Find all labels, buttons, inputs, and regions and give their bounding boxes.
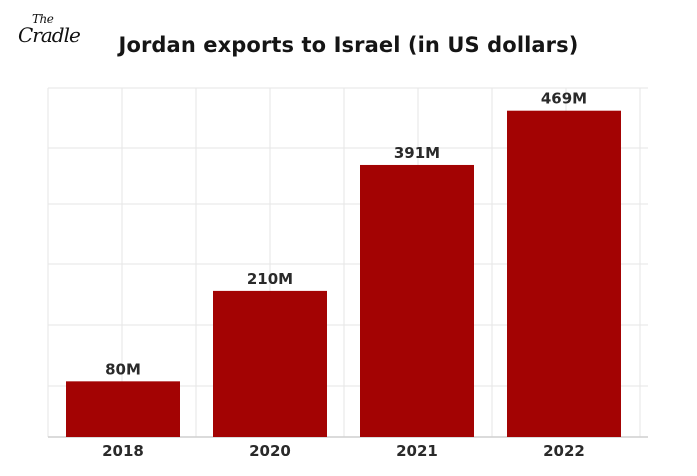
x-tick-label-2018: 2018 [102,442,144,460]
bars-group [66,110,621,438]
logo-cradle-text: Cradle [18,23,81,47]
bar-2018 [66,381,180,437]
x-tick-labels-group: 2018 2020 2021 2022 [102,442,585,460]
chart-title: Jordan exports to Israel (in US dollars) [118,33,579,57]
x-tick-label-2022: 2022 [543,442,585,460]
logo-the-text: The [32,12,54,26]
x-tick-label-2020: 2020 [249,442,291,460]
bar-2022 [507,110,621,438]
bar-2020 [213,290,327,437]
data-labels-group: 80M 210M 391M 469M [105,90,587,379]
the-cradle-logo: The Cradle [18,12,84,47]
data-label-2021: 391M [394,144,440,162]
data-label-2022: 469M [541,90,587,108]
data-label-2020: 210M [247,270,293,288]
bar-2021 [360,164,474,437]
data-label-2018: 80M [105,360,141,378]
x-tick-label-2021: 2021 [396,442,438,460]
